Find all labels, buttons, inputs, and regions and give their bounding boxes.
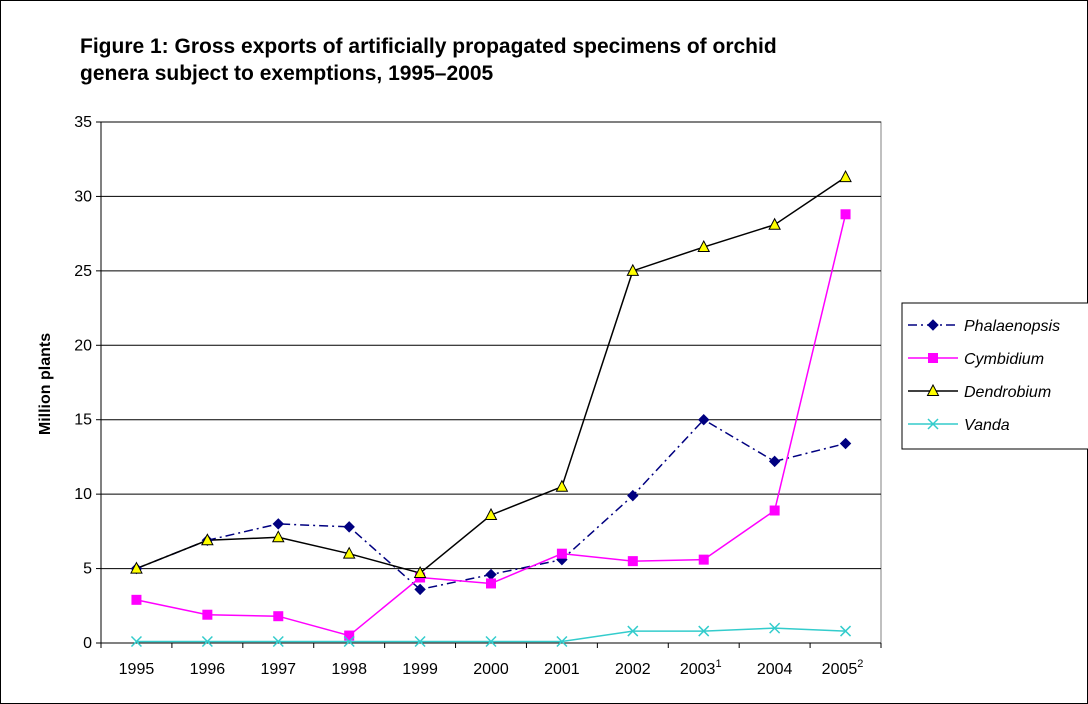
data-point-cymbidium-1997 bbox=[273, 611, 284, 622]
legend: Phalaenopsis Cymbidium Dendrobium Vanda bbox=[901, 302, 1088, 450]
x-tick-label-2005: 20052 bbox=[822, 658, 864, 678]
x-tick-label-2003: 20031 bbox=[680, 658, 722, 678]
x-tick-label-1997: 1997 bbox=[260, 661, 296, 678]
chart-title-line-1: Figure 1: Gross exports of artificially … bbox=[80, 35, 777, 58]
data-point-dendrobium-2000 bbox=[484, 507, 498, 520]
data-point-dendrobium-1995 bbox=[130, 561, 143, 574]
data-point-dendrobium-2002 bbox=[626, 263, 640, 276]
data-point-phalaenopsis-2004 bbox=[768, 455, 781, 468]
data-point-vanda-1996 bbox=[201, 635, 213, 648]
data-point-cymbidium-2004 bbox=[769, 505, 780, 516]
x-tick-label-1999: 1999 bbox=[402, 661, 438, 678]
y-tick-label-20: 20 bbox=[74, 337, 92, 354]
data-point-dendrobium-2003 bbox=[697, 239, 711, 253]
chart-title-line-2: genera subject to exemptions, 1995–2005 bbox=[80, 62, 494, 85]
data-point-vanda-1998 bbox=[343, 635, 355, 648]
data-point-cymbidium-2005 bbox=[840, 209, 851, 220]
y-tick-label-30: 30 bbox=[74, 188, 92, 205]
data-point-vanda-1999 bbox=[414, 635, 426, 648]
data-point-phalaenopsis-1997 bbox=[272, 518, 284, 530]
legend-marker-phalaenopsis bbox=[927, 319, 939, 331]
data-point-vanda-2003 bbox=[698, 625, 710, 637]
data-point-phalaenopsis-2002 bbox=[627, 489, 639, 502]
data-point-cymbidium-2002 bbox=[627, 556, 638, 567]
data-point-dendrobium-1996 bbox=[201, 533, 214, 546]
data-point-dendrobium-1998 bbox=[342, 546, 356, 559]
x-tick-label-2000: 2000 bbox=[473, 661, 509, 678]
data-point-cymbidium-2000 bbox=[486, 578, 496, 589]
data-point-vanda-2005 bbox=[840, 625, 852, 637]
data-point-cymbidium-2001 bbox=[556, 548, 567, 559]
y-tick-label-35: 35 bbox=[74, 114, 92, 131]
data-point-phalaenopsis-1998 bbox=[343, 521, 355, 533]
x-tick-label-2004: 2004 bbox=[757, 661, 793, 678]
x-tick-label-2001: 2001 bbox=[544, 661, 580, 678]
data-point-phalaenopsis-2005 bbox=[839, 437, 852, 450]
x-tick-label-1995: 1995 bbox=[119, 661, 155, 678]
plot-background bbox=[100, 121, 882, 644]
y-tick-label-0: 0 bbox=[83, 635, 92, 652]
x-tick-label-1996: 1996 bbox=[190, 661, 226, 678]
data-point-vanda-1997 bbox=[272, 635, 284, 648]
data-point-dendrobium-2001 bbox=[555, 479, 569, 492]
y-tick-label-10: 10 bbox=[74, 486, 92, 503]
y-axis-label: Million plants bbox=[37, 333, 54, 435]
data-point-cymbidium-1996 bbox=[202, 609, 213, 620]
legend-marker-dendrobium bbox=[926, 383, 940, 396]
x-tick-label-2002: 2002 bbox=[615, 661, 651, 678]
data-point-vanda-2004 bbox=[769, 622, 781, 634]
legend-label-cymbidium: Cymbidium bbox=[964, 351, 1044, 368]
plot-area: 0 5 10 15 20 25 30 35 1995 1996 1997 1998 1999 2000 20… bbox=[74, 114, 882, 678]
data-point-vanda-2002 bbox=[627, 625, 639, 637]
data-point-cymbidium-1998 bbox=[344, 630, 355, 641]
data-point-cymbidium-2003 bbox=[698, 554, 709, 565]
data-point-dendrobium-1999 bbox=[413, 565, 427, 579]
legend-marker-cymbidium bbox=[928, 353, 938, 363]
legend-label-vanda: Vanda bbox=[964, 417, 1010, 434]
legend-label-dendrobium: Dendrobium bbox=[964, 384, 1051, 401]
data-point-vanda-1995 bbox=[130, 635, 142, 648]
data-point-cymbidium-1995 bbox=[131, 594, 142, 605]
y-tick-label-25: 25 bbox=[74, 263, 92, 280]
x-tick-label-1998: 1998 bbox=[331, 661, 367, 678]
data-point-vanda-2001 bbox=[556, 635, 568, 648]
data-point-dendrobium-2004 bbox=[768, 217, 781, 230]
data-point-vanda-2000 bbox=[485, 635, 497, 648]
legend-marker-vanda bbox=[927, 418, 939, 430]
data-point-phalaenopsis-2003 bbox=[698, 414, 710, 426]
data-point-dendrobium-1997 bbox=[271, 530, 285, 543]
data-point-dendrobium-2005 bbox=[839, 169, 852, 183]
y-tick-label-5: 5 bbox=[83, 561, 92, 578]
data-point-phalaenopsis-1999 bbox=[414, 583, 426, 596]
legend-label-phalaenopsis: Phalaenopsis bbox=[964, 318, 1060, 335]
y-tick-label-15: 15 bbox=[74, 412, 92, 429]
